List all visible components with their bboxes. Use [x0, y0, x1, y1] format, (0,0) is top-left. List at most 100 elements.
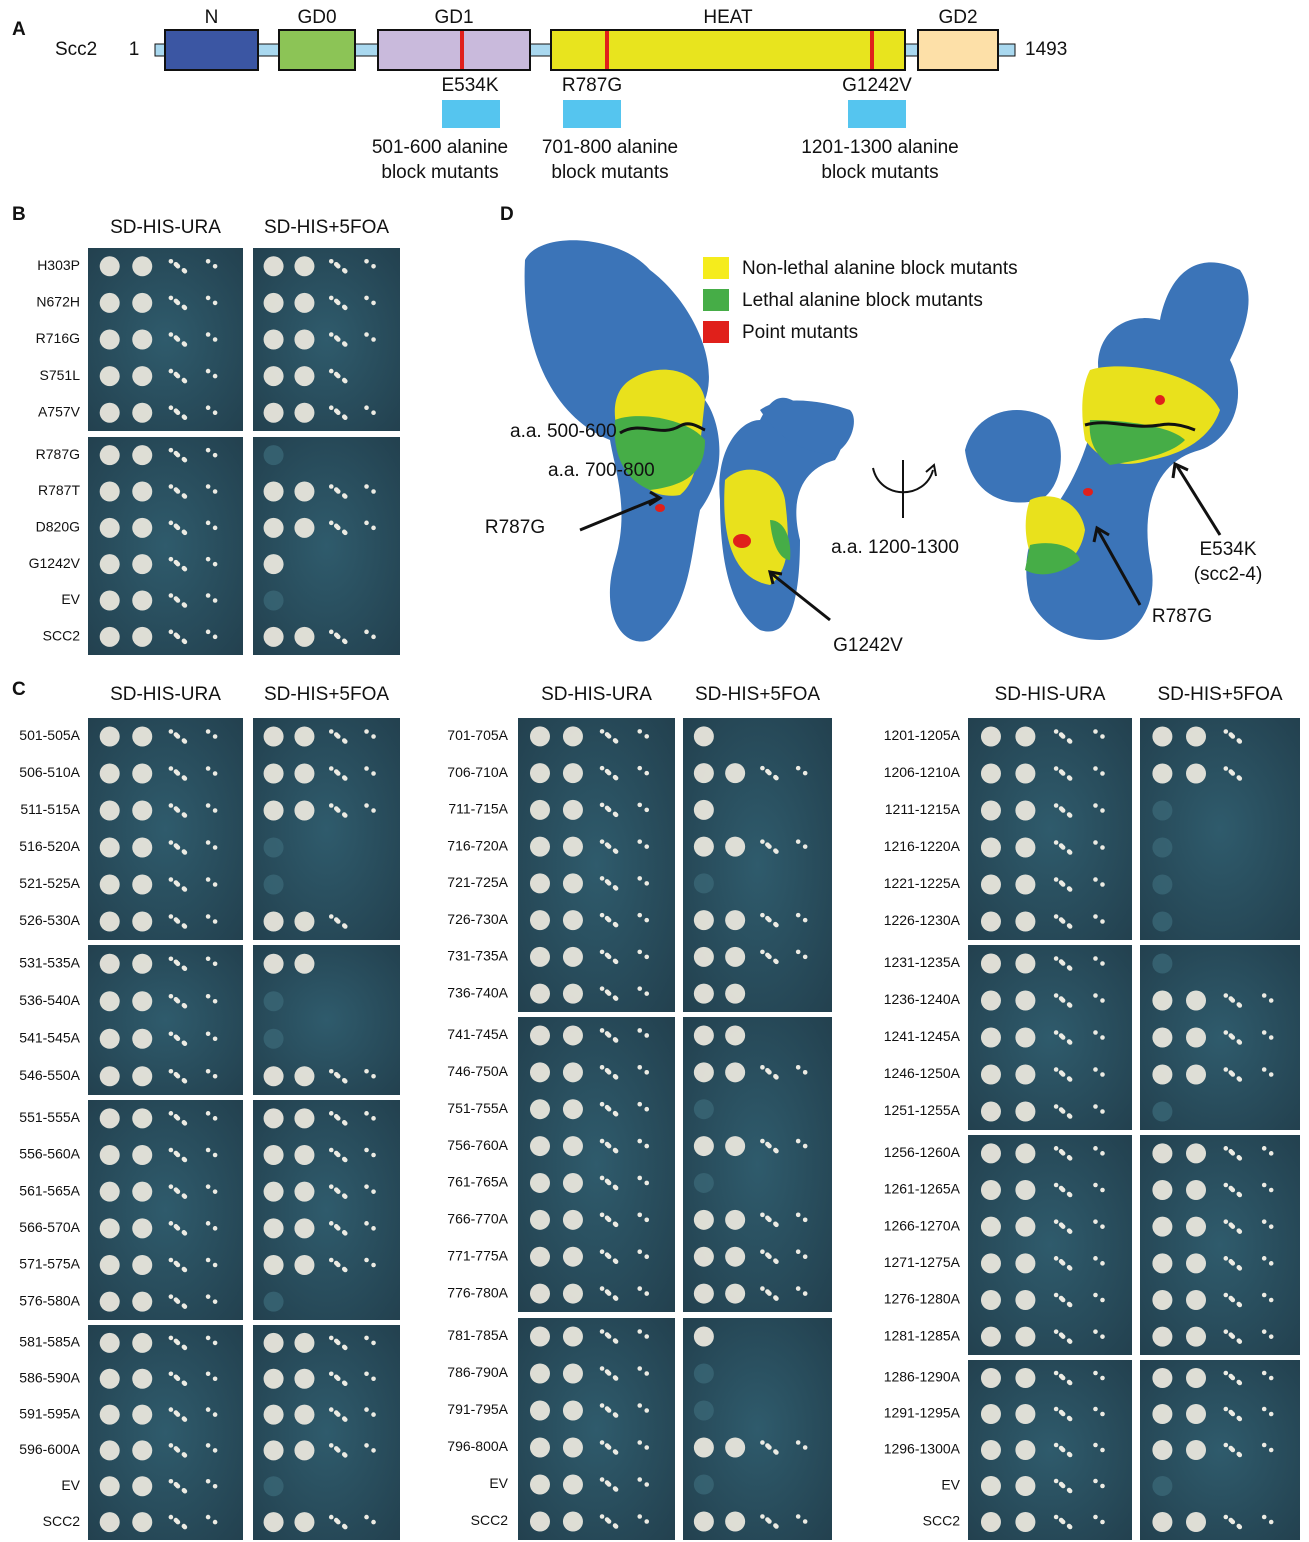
legend-swatch: [703, 321, 729, 343]
strain-label: 1261-1265A: [884, 1181, 961, 1197]
colony-spot: [132, 727, 152, 747]
colony-dot: [1100, 1334, 1105, 1339]
figure: AScc211493NGD0GD1HEATGD2E534KR787GG1242V…: [0, 0, 1309, 1540]
colony-spot: [981, 991, 1001, 1011]
colony-dot: [206, 1443, 211, 1448]
colony-spot: [100, 627, 120, 647]
colony-dot: [364, 803, 369, 808]
colony-dot: [329, 484, 334, 489]
colony-dot: [169, 1221, 174, 1226]
colony-dot: [773, 1295, 778, 1300]
colony-spot: [1015, 838, 1035, 858]
colony-dot: [1093, 1407, 1098, 1412]
colony-dot: [1229, 1149, 1234, 1154]
colony-dot: [1093, 1256, 1098, 1261]
colony-spot: [100, 1512, 120, 1532]
colony-spot: [563, 763, 583, 783]
colony-dot: [169, 766, 174, 771]
colony-spot: [1186, 1180, 1206, 1200]
colony-spot: [530, 1136, 550, 1156]
colony-dot: [371, 1263, 376, 1268]
colony-dot: [169, 956, 174, 961]
colony-spot: [264, 1029, 284, 1049]
colony-spot: [132, 1218, 152, 1238]
colony-dot: [605, 1179, 610, 1184]
colony-dot: [1224, 1329, 1229, 1334]
colony-dot: [206, 803, 211, 808]
colony-dot: [1054, 1219, 1059, 1224]
colony-spot: [563, 1284, 583, 1304]
colony-dot: [329, 521, 334, 526]
colony-dot: [1100, 1376, 1105, 1381]
colony-spot: [264, 366, 284, 386]
colony-dot: [206, 332, 211, 337]
colony-dot: [371, 1189, 376, 1194]
colony-dot: [342, 414, 347, 419]
colony-spot: [1015, 912, 1035, 932]
colony-dot: [1054, 1443, 1059, 1448]
colony-dot: [342, 305, 347, 310]
colony-dot: [1100, 1261, 1105, 1266]
colony-dot: [329, 259, 334, 264]
colony-dot: [169, 557, 174, 562]
colony-spot: [981, 727, 1001, 747]
colony-dot: [334, 1261, 339, 1266]
colony-spot: [294, 330, 314, 350]
strain-label: 1246-1250A: [884, 1065, 961, 1081]
strain-label: 571-575A: [19, 1256, 80, 1272]
colony-dot: [334, 372, 339, 377]
colony-dot: [1093, 1030, 1098, 1035]
colony-spot: [1152, 727, 1172, 747]
colony-dot: [169, 1479, 174, 1484]
colony-dot: [371, 489, 376, 494]
colony-dot: [1269, 1261, 1274, 1266]
colony-dot: [342, 1078, 347, 1083]
colony-dot: [1059, 1332, 1064, 1337]
strain-label: SCC2: [43, 628, 81, 644]
colony-spot: [1186, 1143, 1206, 1163]
colony-dot: [342, 1345, 347, 1350]
colony-dot: [1237, 1416, 1242, 1421]
colony-dot: [1262, 1443, 1267, 1448]
colony-spot: [264, 1108, 284, 1128]
colony-dot: [364, 1443, 369, 1448]
colony-dot: [773, 775, 778, 780]
colony-spot: [1152, 764, 1172, 784]
colony-dot: [364, 630, 369, 635]
colony-spot: [530, 763, 550, 783]
colony-dot: [174, 299, 179, 304]
colony-dot: [174, 372, 179, 377]
colony-spot: [1015, 764, 1035, 784]
colony-dot: [1054, 729, 1059, 734]
colony-dot: [1093, 803, 1098, 808]
colony-dot: [1269, 1376, 1274, 1381]
legend-label: Point mutants: [742, 322, 858, 343]
colony-spot: [981, 1368, 1001, 1388]
colony-dot: [1229, 1186, 1234, 1191]
medium-header: SD-HIS+5FOA: [695, 684, 820, 705]
colony-dot: [213, 1189, 218, 1194]
colony-spot: [1015, 1217, 1035, 1237]
colony-spot: [1015, 875, 1035, 895]
colony-spot: [1152, 1476, 1172, 1496]
strain-label: 786-790A: [447, 1364, 508, 1380]
strain-label: 596-600A: [19, 1441, 80, 1457]
colony-spot: [132, 293, 152, 313]
colony-dot: [174, 1224, 179, 1229]
colony-dot: [182, 1040, 187, 1045]
colony-spot: [981, 1440, 1001, 1460]
colony-dot: [1262, 1219, 1267, 1224]
colony-dot: [174, 1151, 179, 1156]
colony-dot: [342, 1157, 347, 1162]
colony-dot: [600, 1514, 605, 1519]
colony-dot: [213, 1341, 218, 1346]
domain-label: N: [205, 7, 219, 28]
colony-dot: [613, 885, 618, 890]
colony-spot: [264, 1369, 284, 1389]
colony-dot: [329, 1371, 334, 1376]
colony-dot: [213, 337, 218, 342]
colony-dot: [1093, 766, 1098, 771]
colony-dot: [773, 1258, 778, 1263]
colony-dot: [213, 1484, 218, 1489]
colony-dot: [342, 1452, 347, 1457]
